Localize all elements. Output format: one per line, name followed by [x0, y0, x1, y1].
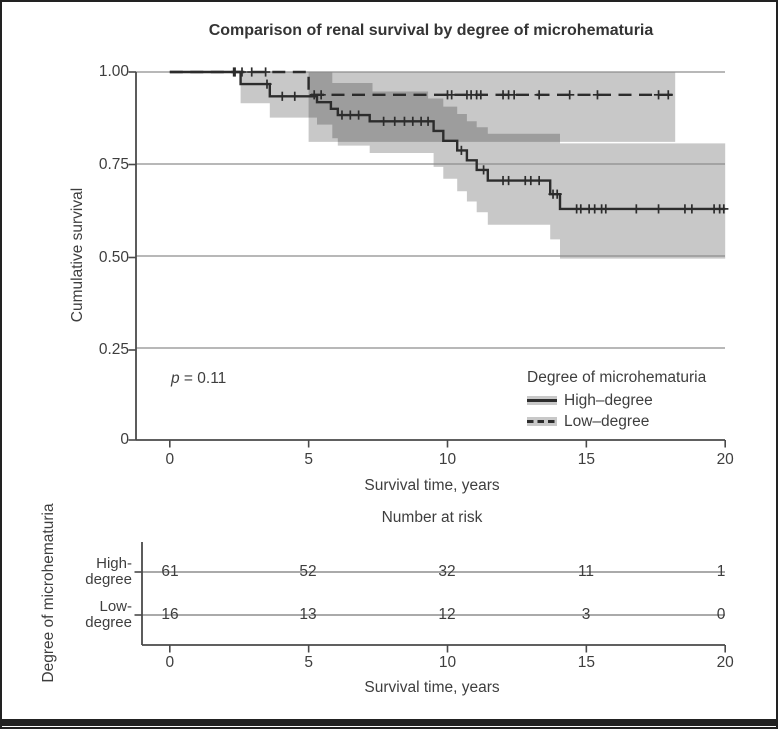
figure-bottom-bar: [2, 719, 776, 726]
risk-count: 61: [161, 563, 179, 580]
risk-count: 32: [438, 563, 456, 580]
risk-table-title: Number at risk: [381, 509, 483, 526]
risk-count: 52: [299, 563, 317, 580]
x-axis-label: Survival time, years: [364, 477, 500, 494]
p-value: p = 0.11: [171, 370, 226, 388]
p-value-symbol: p: [171, 370, 180, 387]
risk-count: 3: [581, 606, 591, 623]
km-curve-high-degree: [169, 70, 726, 211]
risk-row-label-high: High- degree: [85, 555, 132, 588]
risk-x-tick-label: 10: [438, 654, 457, 671]
x-tick-label: 0: [165, 451, 175, 468]
y-tick-label: 0: [120, 431, 129, 448]
risk-count: 12: [438, 606, 456, 623]
x-tick-label: 5: [304, 451, 313, 468]
y-tick-label: 1.00: [98, 63, 129, 80]
censor-marks-low-degree: [230, 67, 673, 100]
legend-swatch-dashed-line-icon: [527, 417, 557, 426]
legend: Degree of microhematuria High–degree Low…: [527, 369, 706, 432]
censor-marks: [229, 67, 729, 214]
axes: [128, 71, 727, 448]
x-tick-label: 20: [716, 451, 734, 468]
x-tick-label: 15: [577, 451, 595, 468]
risk-x-axis-label: Survival time, years: [364, 679, 500, 696]
y-tick-label: 0.25: [98, 341, 129, 358]
y-axis-label: Cumulative survival: [69, 187, 86, 323]
risk-count: 11: [577, 563, 595, 580]
risk-count: 0: [716, 606, 726, 623]
censor-marks-high-degree: [229, 67, 729, 214]
risk-x-tick-label: 20: [716, 654, 734, 671]
risk-x-tick-label: 15: [577, 654, 595, 671]
legend-label: Low–degree: [564, 412, 650, 430]
chart-title: Comparison of renal survival by degree o…: [208, 22, 654, 39]
legend-swatch-solid-line-icon: [527, 396, 557, 405]
ci-band-low-degree: [308, 72, 676, 142]
risk-count: 1: [716, 563, 726, 580]
y-tick-label: 0.75: [98, 155, 129, 173]
risk-count: 16: [161, 606, 179, 623]
risk-table-lines: [134, 542, 727, 653]
y-tick-label: 0.50: [98, 248, 129, 266]
legend-item-high-degree: High–degree: [527, 390, 706, 411]
risk-table-y-label: Degree of microhematuria: [40, 503, 57, 683]
risk-x-tick-label: 5: [304, 654, 313, 671]
legend-title: Degree of microhematuria: [527, 369, 707, 386]
gridlines: [136, 71, 725, 349]
p-value-text: = 0.11: [179, 370, 227, 387]
risk-x-tick-label: 0: [165, 654, 175, 671]
risk-row-label-low: Low- degree: [85, 598, 132, 631]
legend-label: High–degree: [564, 391, 653, 409]
x-tick-label: 10: [438, 451, 457, 468]
legend-item-low-degree: Low–degree: [527, 411, 706, 432]
risk-count: 13: [299, 606, 317, 623]
